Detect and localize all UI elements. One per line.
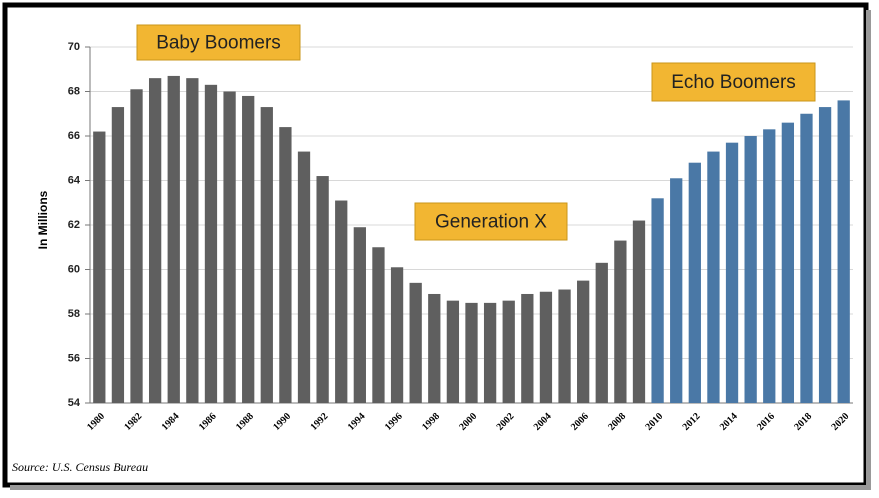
- bar: [279, 127, 292, 403]
- bar: [186, 78, 199, 404]
- bar: [614, 240, 627, 403]
- frame-shadow: [866, 10, 871, 488]
- bar: [409, 282, 422, 403]
- bar: [353, 227, 366, 403]
- bar: [837, 100, 850, 404]
- bar: [93, 131, 106, 404]
- bar: [130, 89, 143, 404]
- annotation: Generation X: [435, 212, 547, 233]
- y-tick-label: 54: [68, 397, 81, 409]
- bar: [335, 200, 348, 403]
- y-tick-label: 62: [68, 219, 80, 231]
- bar: [372, 247, 385, 403]
- y-axis-label: In Millions: [36, 190, 50, 249]
- y-tick-label: 56: [68, 352, 80, 364]
- annotation-box: [651, 62, 816, 102]
- source: Source: U.S. Census Bureau: [12, 460, 148, 474]
- y-tick-label: 60: [68, 263, 80, 275]
- y-tick-label: 68: [68, 85, 80, 97]
- y-tick-label: 70: [68, 41, 80, 53]
- bar: [316, 176, 329, 403]
- bar: [483, 302, 497, 403]
- bar: [670, 178, 683, 403]
- y-tick-label: 58: [68, 308, 80, 320]
- y-tick-label: 64: [68, 174, 81, 186]
- bar: [595, 262, 608, 403]
- bar: [204, 84, 218, 403]
- bar: [577, 280, 590, 403]
- bar: [539, 291, 553, 403]
- bar: [707, 151, 720, 403]
- bar: [725, 142, 739, 404]
- bar: [651, 198, 664, 403]
- annotation-box: [414, 202, 568, 241]
- bar: [502, 300, 515, 403]
- annotation: Baby Boomers: [156, 33, 281, 54]
- bar: [223, 91, 236, 403]
- bar: [446, 300, 460, 403]
- annotation-box: [136, 24, 301, 61]
- annotation: Echo Boomers: [671, 72, 796, 93]
- bar: [558, 289, 571, 403]
- bar: [800, 113, 813, 403]
- bar: [465, 302, 478, 403]
- bar: [818, 107, 832, 403]
- bar: [521, 293, 534, 403]
- bar: [167, 75, 180, 404]
- bar: [390, 267, 404, 403]
- bar: [297, 151, 311, 403]
- bar: [111, 107, 125, 403]
- y-tick-label: 66: [68, 130, 80, 142]
- frame-shadow: [10, 485, 871, 490]
- bar: [688, 162, 701, 403]
- bar: [260, 107, 273, 403]
- bar: [744, 136, 757, 403]
- bar: [781, 122, 795, 404]
- bar: [428, 293, 441, 403]
- bar: [632, 220, 646, 403]
- bar: [763, 129, 776, 403]
- bar: [242, 95, 255, 403]
- bar: [148, 78, 162, 404]
